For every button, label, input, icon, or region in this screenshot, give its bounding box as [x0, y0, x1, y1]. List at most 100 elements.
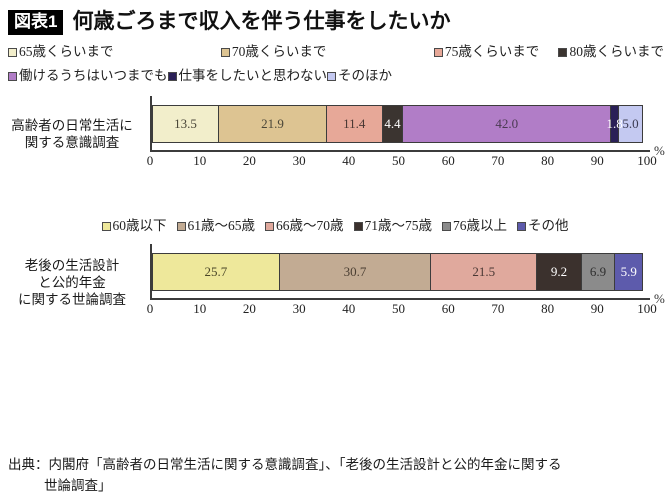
bar-segment-value: 4.4 [384, 116, 401, 131]
bar-segment-value: 5.9 [620, 264, 637, 279]
legend-item-c-1[interactable]: 61歳〜65歳 [176, 216, 256, 236]
legend-swatch-icon [433, 47, 443, 57]
x-tick-label: 100 [637, 153, 657, 168]
source-note: 出典：内閣府「高齢者の日常生活に関する意識調査」、「老後の生活設計と公的年金に関… [8, 454, 664, 496]
bar-segment-6[interactable]: 5.9 [614, 253, 644, 291]
chart-1-axis-unit: % [654, 143, 665, 158]
legend-item-c-4[interactable]: 76歳以上 [442, 216, 507, 236]
legend-swatch-icon [176, 221, 186, 231]
category-label-line: 関する意識調査 [24, 135, 120, 150]
x-tick-label: 30 [292, 301, 306, 316]
legend-item-b-1[interactable]: 仕事をしたいと思わない [167, 66, 328, 86]
legend-item-label: 60歳以下 [112, 218, 167, 233]
legend-item-label: 66歳〜70歳 [276, 218, 344, 233]
x-tick-label: 60 [441, 153, 455, 168]
bar-segment-value: 5.0 [622, 116, 639, 131]
x-tick-label: 60 [441, 301, 455, 316]
legend-item-label: 71歳〜75歳 [364, 218, 433, 233]
x-tick-label: 0 [146, 153, 154, 168]
bar-segment-5[interactable]: 6.9 [580, 253, 616, 291]
source-line-1: 出典：内閣府「高齢者の日常生活に関する意識調査」、「老後の生活設計と公的年金に関… [8, 457, 562, 472]
bar-segment-3[interactable]: 21.5 [430, 253, 538, 291]
bar-segment-value: 13.5 [174, 116, 197, 131]
source-line-2: 世論調査」 [44, 478, 112, 493]
legend-row: 65歳くらいまで 70歳くらいまで 75歳くらいまで 80歳くらいまで [8, 42, 664, 62]
chart-2-x-axis-ticks: 0 10 20 30 40 50 60 70 80 90 100 [146, 300, 657, 320]
category-label-line: 老後の生活設計 [24, 257, 120, 273]
legend-swatch-icon [327, 71, 336, 81]
x-tick-label: 40 [342, 301, 356, 316]
legend-item-c-0[interactable]: 60歳以下 [101, 216, 167, 236]
legend-item-c-2[interactable]: 66歳〜70歳 [265, 216, 344, 236]
x-tick-label: 40 [342, 153, 356, 168]
bar-segment-value: 11.4 [343, 116, 366, 131]
legend-item-label: 75歳くらいまで [444, 44, 540, 59]
legend-item-label: 76歳以上 [453, 218, 507, 233]
bar-segment-2[interactable]: 30.7 [278, 253, 432, 291]
chart-2-stacked-bar: 25.7 30.7 21.5 9.2 6.9 5.9 [152, 253, 649, 291]
bar-segment-3[interactable]: 11.4 [325, 105, 383, 143]
bar-segment-6[interactable]: 1.8 [607, 105, 623, 143]
x-tick-label: 50 [392, 153, 405, 168]
bar-segment-1[interactable]: 25.7 [152, 253, 280, 291]
category-label-line: 高齢者の日常生活に [11, 118, 133, 133]
chart-1-plot-area: 13.5 21.9 11.4 4.4 42.0 1.8 5.0 % [150, 96, 665, 158]
category-label-line: に関する世論調査 [18, 291, 126, 307]
legend-item-b-0[interactable]: 働けるうちはいつまでも [8, 66, 168, 86]
legend-item-c-5[interactable]: その他 [517, 216, 569, 236]
bar-segment-4[interactable]: 4.4 [381, 105, 404, 143]
page-title-text: 何歳ごろまで収入を伴う仕事をしたいか [72, 10, 451, 33]
chart-1-x-axis-ticks: 0 10 20 30 40 50 60 70 80 90 100 [146, 152, 657, 172]
legend-item-label: その他 [528, 218, 569, 233]
legend-item-a-1[interactable]: 70歳くらいまで [220, 42, 434, 62]
legend-item-a-2[interactable]: 75歳くらいまで [433, 42, 559, 62]
x-tick-label: 0 [146, 301, 154, 316]
legend-item-b-2[interactable]: そのほか [327, 66, 392, 86]
bar-segment-2[interactable]: 21.9 [218, 105, 327, 143]
bar-segment-1[interactable]: 13.5 [152, 105, 220, 143]
bar-segment-7[interactable]: 5.0 [618, 105, 643, 143]
x-tick-label: 20 [242, 153, 256, 168]
legend-item-label: 仕事をしたいと思わない [178, 68, 328, 83]
bar-segment-4[interactable]: 9.2 [536, 253, 582, 291]
category-label-line: と公的年金 [38, 274, 106, 290]
legend-swatch-icon [442, 221, 451, 231]
legend-row: 60歳以下 61歳〜65歳 66歳〜70歳 71歳〜75歳 76歳以上 その他 [0, 216, 670, 236]
x-tick-label: 70 [491, 153, 505, 168]
x-tick-label: 90 [590, 153, 604, 168]
legend-swatch-icon [353, 221, 363, 231]
bar-segment-value: 30.7 [343, 264, 367, 279]
x-tick-label: 100 [637, 301, 657, 316]
chart-2-plot-area: 25.7 30.7 21.5 9.2 6.9 5.9 % [150, 244, 665, 306]
legend-item-a-3[interactable]: 80歳くらいまで [558, 42, 664, 62]
x-tick-label: 30 [292, 153, 306, 168]
x-tick-label: 50 [392, 301, 405, 316]
chart-1-category-label: 高齢者の日常生活に 関する意識調査 [0, 117, 150, 151]
x-tick-label: 90 [590, 301, 604, 316]
legend-item-label: そのほか [338, 68, 392, 83]
x-tick-label: 80 [541, 153, 555, 168]
legend-item-label: 61歳〜65歳 [187, 218, 256, 233]
legend-swatch-icon [167, 71, 177, 81]
bar-segment-5[interactable]: 42.0 [402, 105, 612, 143]
bar-segment-value: 21.9 [261, 116, 284, 131]
legend-swatch-icon [8, 71, 17, 81]
legend-item-label: 65歳くらいまで [19, 44, 114, 59]
figure-badge: 図表1 [8, 9, 64, 35]
legend-item-label: 70歳くらいまで [231, 44, 327, 59]
legend-item-c-3[interactable]: 71歳〜75歳 [353, 216, 433, 236]
legend-chart-2: 60歳以下 61歳〜65歳 66歳〜70歳 71歳〜75歳 76歳以上 その他 [0, 216, 670, 236]
chart-elderly-daily-life-survey: 高齢者の日常生活に 関する意識調査 13.5 21.9 11.4 4.4 42.0 1.8 5… [0, 96, 670, 172]
legend-item-label: 働けるうちはいつまでも [19, 68, 168, 83]
x-tick-label: 70 [491, 301, 505, 316]
legend-item-a-0[interactable]: 65歳くらいまで [8, 42, 221, 62]
x-tick-label: 20 [242, 301, 256, 316]
legend-chart-1: 65歳くらいまで 70歳くらいまで 75歳くらいまで 80歳くらいまで 働けるうちはい… [8, 42, 664, 90]
legend-swatch-icon [517, 221, 526, 231]
chart-retirement-pension-survey: 老後の生活設計 と公的年金 に関する世論調査 25.7 30.7 21.5 9.2 6.9 5… [0, 244, 670, 320]
x-tick-label: 80 [541, 301, 555, 316]
x-tick-label: 10 [193, 301, 207, 316]
bar-segment-value: 6.9 [589, 264, 607, 279]
legend-swatch-icon [220, 47, 230, 57]
x-tick-label: 10 [193, 153, 207, 168]
